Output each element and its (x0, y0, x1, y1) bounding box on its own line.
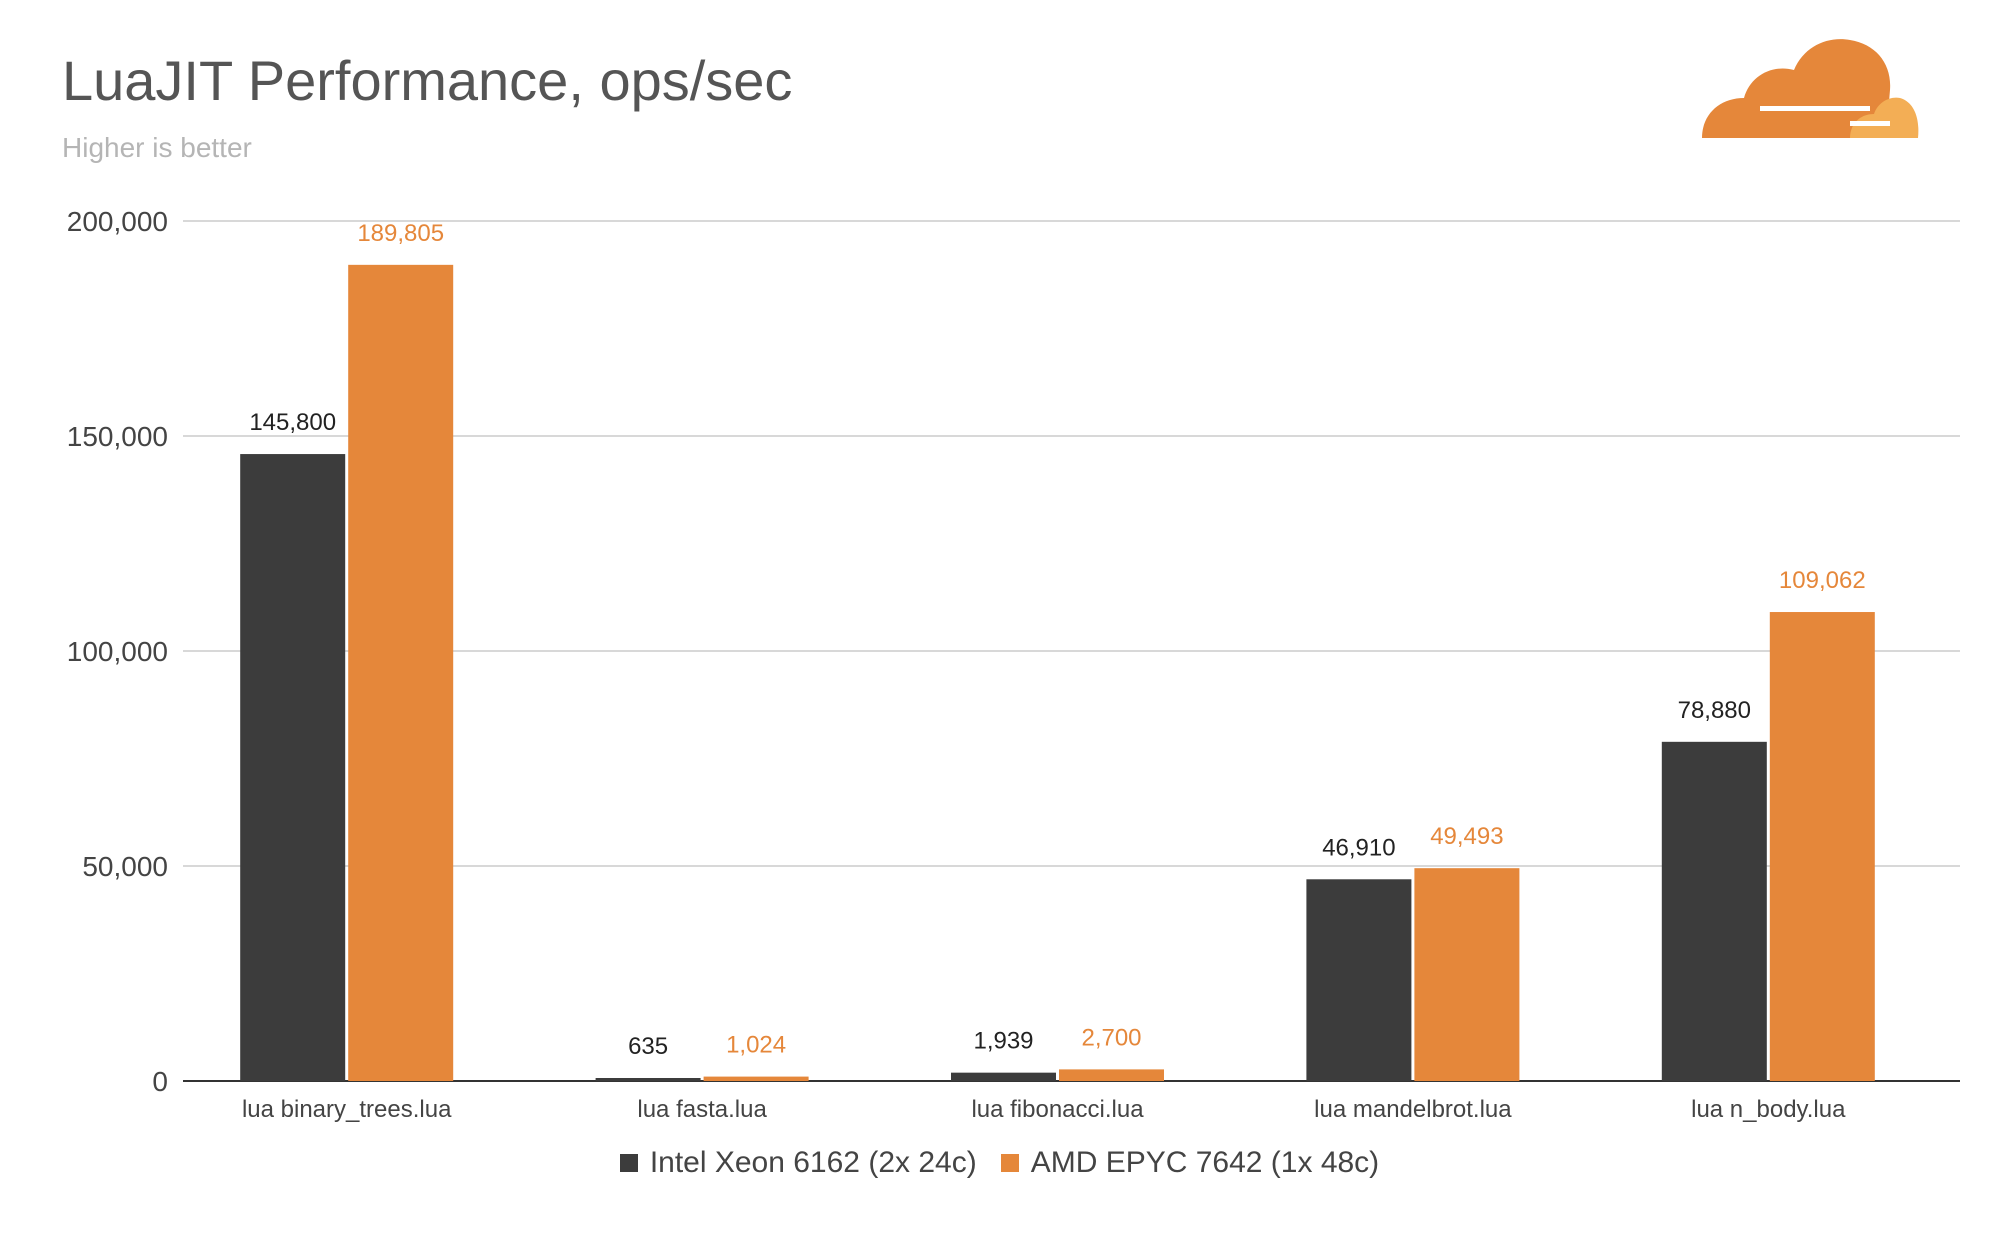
data-label-amd-0: 189,805 (357, 220, 444, 247)
legend-label-amd: AMD EPYC 7642 (1x 48c) (1030, 1146, 1380, 1179)
y-tick-label: 50,000 (82, 851, 168, 882)
bar-intel-3 (1306, 879, 1412, 1081)
data-label-amd-3: 49,493 (1430, 823, 1503, 850)
data-label-amd-4: 109,062 (1779, 567, 1866, 594)
bars (240, 264, 1875, 1081)
data-label-intel-3: 46,910 (1322, 834, 1395, 861)
legend-item-amd: AMD EPYC 7642 (1x 48c) (1000, 1146, 1380, 1180)
data-label-intel-1: 635 (628, 1033, 668, 1060)
bar-amd-0 (348, 264, 454, 1081)
y-tick-label: 150,000 (67, 421, 168, 452)
cloud-logo-main (1702, 39, 1891, 139)
x-tick-label: lua fibonacci.lua (971, 1096, 1144, 1123)
chart-title: LuaJIT Performance, ops/sec (62, 49, 793, 112)
x-tick-label: lua n_body.lua (1691, 1096, 1846, 1123)
bar-intel-0 (240, 454, 346, 1081)
bar-amd-1 (703, 1076, 809, 1081)
cloud-logo-icon (1702, 39, 1919, 139)
bar-intel-4 (1661, 741, 1767, 1081)
bar-amd-3 (1414, 868, 1520, 1081)
x-tick-label: lua binary_trees.lua (242, 1096, 452, 1123)
data-label-intel-2: 1,939 (973, 1028, 1033, 1055)
bar-amd-2 (1059, 1069, 1164, 1081)
legend-swatch-amd (1000, 1154, 1019, 1172)
chart-subtitle: Higher is better (62, 132, 252, 163)
y-tick-label: 100,000 (67, 636, 168, 667)
data-label-amd-1: 1,024 (726, 1032, 786, 1059)
y-tick-label: 0 (152, 1066, 168, 1097)
x-tick-label: lua mandelbrot.lua (1314, 1096, 1512, 1123)
legend: Intel Xeon 6162 (2x 24c) AMD EPYC 7642 (… (0, 1146, 1999, 1180)
x-tick-label: lua fasta.lua (637, 1096, 767, 1123)
legend-label-intel: Intel Xeon 6162 (2x 24c) (649, 1146, 977, 1179)
bar-intel-1 (595, 1078, 701, 1081)
data-label-amd-2: 2,700 (1081, 1024, 1141, 1051)
y-tick-label: 200,000 (67, 206, 168, 237)
legend-swatch-intel (619, 1154, 638, 1172)
data-labels: 145,800 189,805 635 1,024 1,939 2,700 46,910 49… (249, 220, 1865, 1060)
x-axis-tick-labels: lua binary_trees.lua lua fasta.lua lua fib… (242, 1096, 1846, 1123)
data-label-intel-4: 78,880 (1678, 697, 1751, 724)
bar-intel-2 (951, 1072, 1056, 1081)
legend-item-intel: Intel Xeon 6162 (2x 24c) (619, 1146, 977, 1180)
data-label-intel-0: 145,800 (249, 409, 336, 436)
cloud-logo-small (1850, 97, 1919, 138)
y-axis-tick-labels: 0 50,000 100,000 150,000 200,000 (67, 206, 168, 1097)
bar-amd-4 (1769, 612, 1875, 1081)
